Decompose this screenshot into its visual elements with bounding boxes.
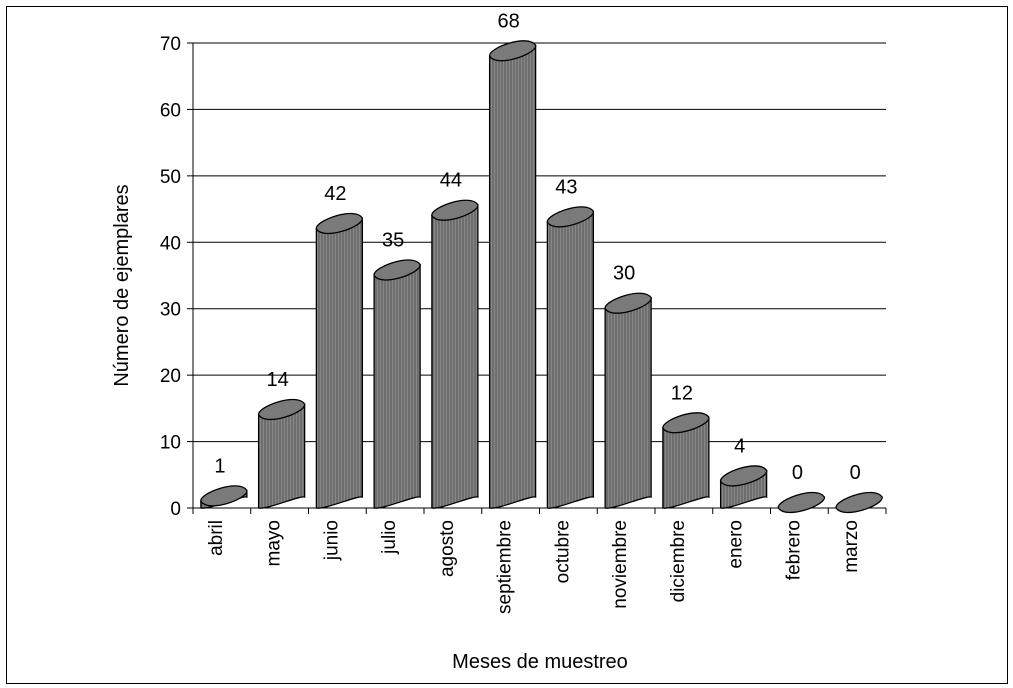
bar: [546, 206, 595, 509]
y-tick-label: 20: [160, 366, 181, 387]
data-label: 14: [267, 369, 289, 391]
x-tick-label: abril: [206, 520, 227, 556]
y-tick-label: 0: [170, 499, 181, 520]
data-label: 12: [671, 382, 693, 404]
data-label: 30: [613, 263, 635, 285]
bar-top: [200, 485, 248, 507]
bar-body: [315, 217, 364, 509]
bar-body: [546, 210, 595, 509]
bar: [431, 199, 479, 509]
bar-top: [604, 292, 652, 314]
bar-top: [719, 465, 768, 487]
bar-top: [777, 491, 826, 514]
bar: [777, 491, 826, 514]
y-tick-label: 30: [160, 300, 181, 321]
bar-top: [662, 412, 710, 434]
data-label: 43: [555, 176, 577, 198]
data-label: 42: [324, 183, 346, 205]
bar: [835, 491, 883, 514]
y-tick-label: 40: [160, 233, 181, 254]
x-tick-label: febrero: [783, 520, 804, 580]
data-label: 44: [440, 170, 462, 192]
y-axis-label: Número de ejemplares: [111, 184, 133, 386]
x-tick-label: septiembre: [495, 520, 516, 614]
y-tick-label: 50: [160, 167, 181, 188]
bar-top: [257, 398, 306, 421]
bar-body: [604, 297, 652, 509]
bar: [488, 40, 537, 509]
bar-top: [431, 199, 479, 221]
bar-top: [488, 40, 537, 62]
data-label: 0: [792, 462, 803, 484]
bar: [257, 398, 306, 509]
x-tick-label: mayo: [264, 520, 285, 566]
y-tick-label: 10: [160, 433, 181, 454]
x-tick-label: junio: [321, 520, 342, 561]
bar-body: [431, 204, 479, 509]
x-tick-label: noviembre: [610, 520, 631, 609]
x-tick-label: marzo: [841, 520, 862, 573]
bar-top: [315, 212, 364, 235]
y-tick-label: 70: [160, 34, 181, 55]
x-tick-label: diciembre: [668, 520, 689, 602]
bar: [200, 485, 248, 509]
bar: [604, 292, 652, 509]
y-axis: 0 10 20 30 40 50 60 70: [160, 34, 194, 520]
data-label: 0: [850, 462, 861, 484]
x-tick-label: octubre: [552, 520, 573, 583]
bar-top: [546, 206, 595, 228]
bar-top: [835, 491, 883, 514]
data-labels: 1 14 42 35 44 68 43 30 12 4 0 0: [214, 10, 860, 484]
data-label: 35: [382, 230, 404, 252]
x-axis: abril mayo junio julio agosto septiembre octub…: [192, 508, 887, 614]
x-tick-label: agosto: [437, 520, 458, 577]
bar: [719, 465, 768, 509]
bar-body: [488, 44, 537, 509]
bar: [315, 212, 364, 509]
x-axis-label: Meses de muestreo: [452, 651, 628, 673]
x-tick-label: julio: [379, 520, 400, 555]
bars: [200, 40, 883, 514]
data-label: 68: [498, 10, 520, 32]
x-tick-label: enero: [726, 520, 747, 569]
bar: [373, 259, 421, 509]
bar-body: [373, 263, 421, 509]
y-tick-label: 60: [160, 100, 181, 121]
data-label: 1: [214, 455, 225, 477]
data-label: 4: [734, 435, 745, 457]
bar: [662, 412, 710, 509]
bar-top: [373, 259, 421, 281]
